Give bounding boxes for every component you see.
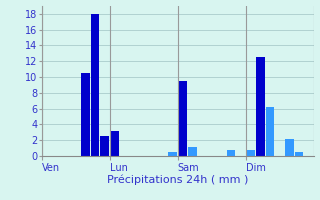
- Bar: [227, 150, 236, 156]
- Bar: [285, 139, 294, 156]
- Bar: [100, 136, 109, 156]
- Bar: [256, 57, 265, 156]
- Bar: [178, 81, 187, 156]
- Bar: [110, 131, 119, 156]
- Bar: [91, 14, 100, 156]
- Bar: [295, 152, 303, 156]
- Bar: [266, 107, 274, 156]
- Bar: [246, 150, 255, 156]
- Bar: [188, 147, 196, 156]
- Bar: [168, 152, 177, 156]
- Bar: [81, 73, 90, 156]
- X-axis label: Précipitations 24h ( mm ): Précipitations 24h ( mm ): [107, 174, 248, 185]
